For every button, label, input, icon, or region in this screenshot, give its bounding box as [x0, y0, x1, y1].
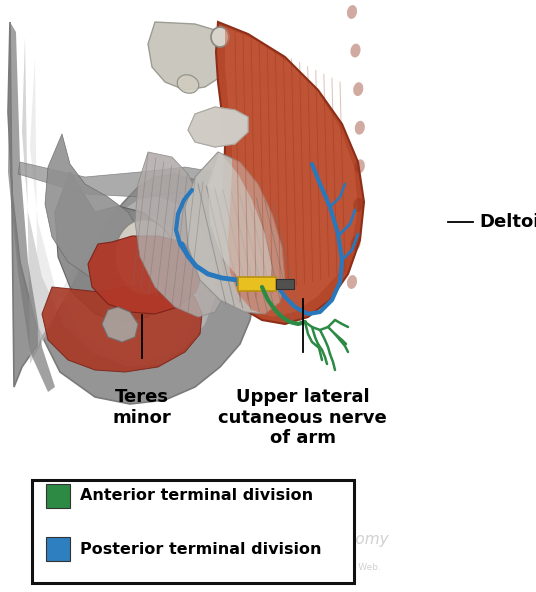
Ellipse shape [115, 220, 175, 294]
Polygon shape [45, 134, 142, 280]
Ellipse shape [353, 82, 363, 96]
Ellipse shape [355, 159, 365, 173]
Polygon shape [88, 236, 202, 314]
Ellipse shape [211, 27, 229, 47]
Bar [238, 277, 276, 291]
Text: Posterior terminal division: Posterior terminal division [80, 542, 322, 557]
Polygon shape [30, 57, 198, 364]
Polygon shape [188, 107, 248, 147]
Text: Upper lateral
cutaneous nerve
of arm: Upper lateral cutaneous nerve of arm [219, 388, 387, 448]
Polygon shape [8, 22, 55, 392]
Polygon shape [208, 152, 272, 290]
Ellipse shape [355, 121, 365, 134]
Ellipse shape [353, 198, 363, 212]
Polygon shape [102, 307, 138, 342]
Bar [46, 538, 70, 561]
Polygon shape [42, 284, 202, 372]
Text: Deltoid: Deltoid [480, 213, 536, 231]
Polygon shape [225, 27, 358, 317]
Ellipse shape [177, 75, 199, 94]
Bar [32, 480, 354, 583]
Text: Teres
minor: Teres minor [113, 388, 172, 427]
Polygon shape [185, 152, 285, 314]
Text: Anterior terminal division: Anterior terminal division [80, 488, 313, 503]
Polygon shape [18, 162, 215, 197]
Polygon shape [8, 22, 255, 404]
Polygon shape [55, 172, 178, 322]
Polygon shape [135, 152, 225, 317]
Bar [276, 279, 294, 289]
Text: ©: © [224, 527, 248, 551]
Polygon shape [216, 22, 364, 324]
Text: teachmeanatomy: teachmeanatomy [254, 532, 389, 548]
Ellipse shape [351, 44, 361, 57]
Ellipse shape [347, 275, 357, 289]
Ellipse shape [351, 236, 361, 250]
Text: The #1 Applied Human Anatomy Site on the Web.: The #1 Applied Human Anatomy Site on the… [154, 562, 382, 572]
Bar [46, 484, 70, 507]
Polygon shape [22, 37, 215, 367]
Polygon shape [148, 22, 235, 90]
Ellipse shape [347, 5, 357, 19]
